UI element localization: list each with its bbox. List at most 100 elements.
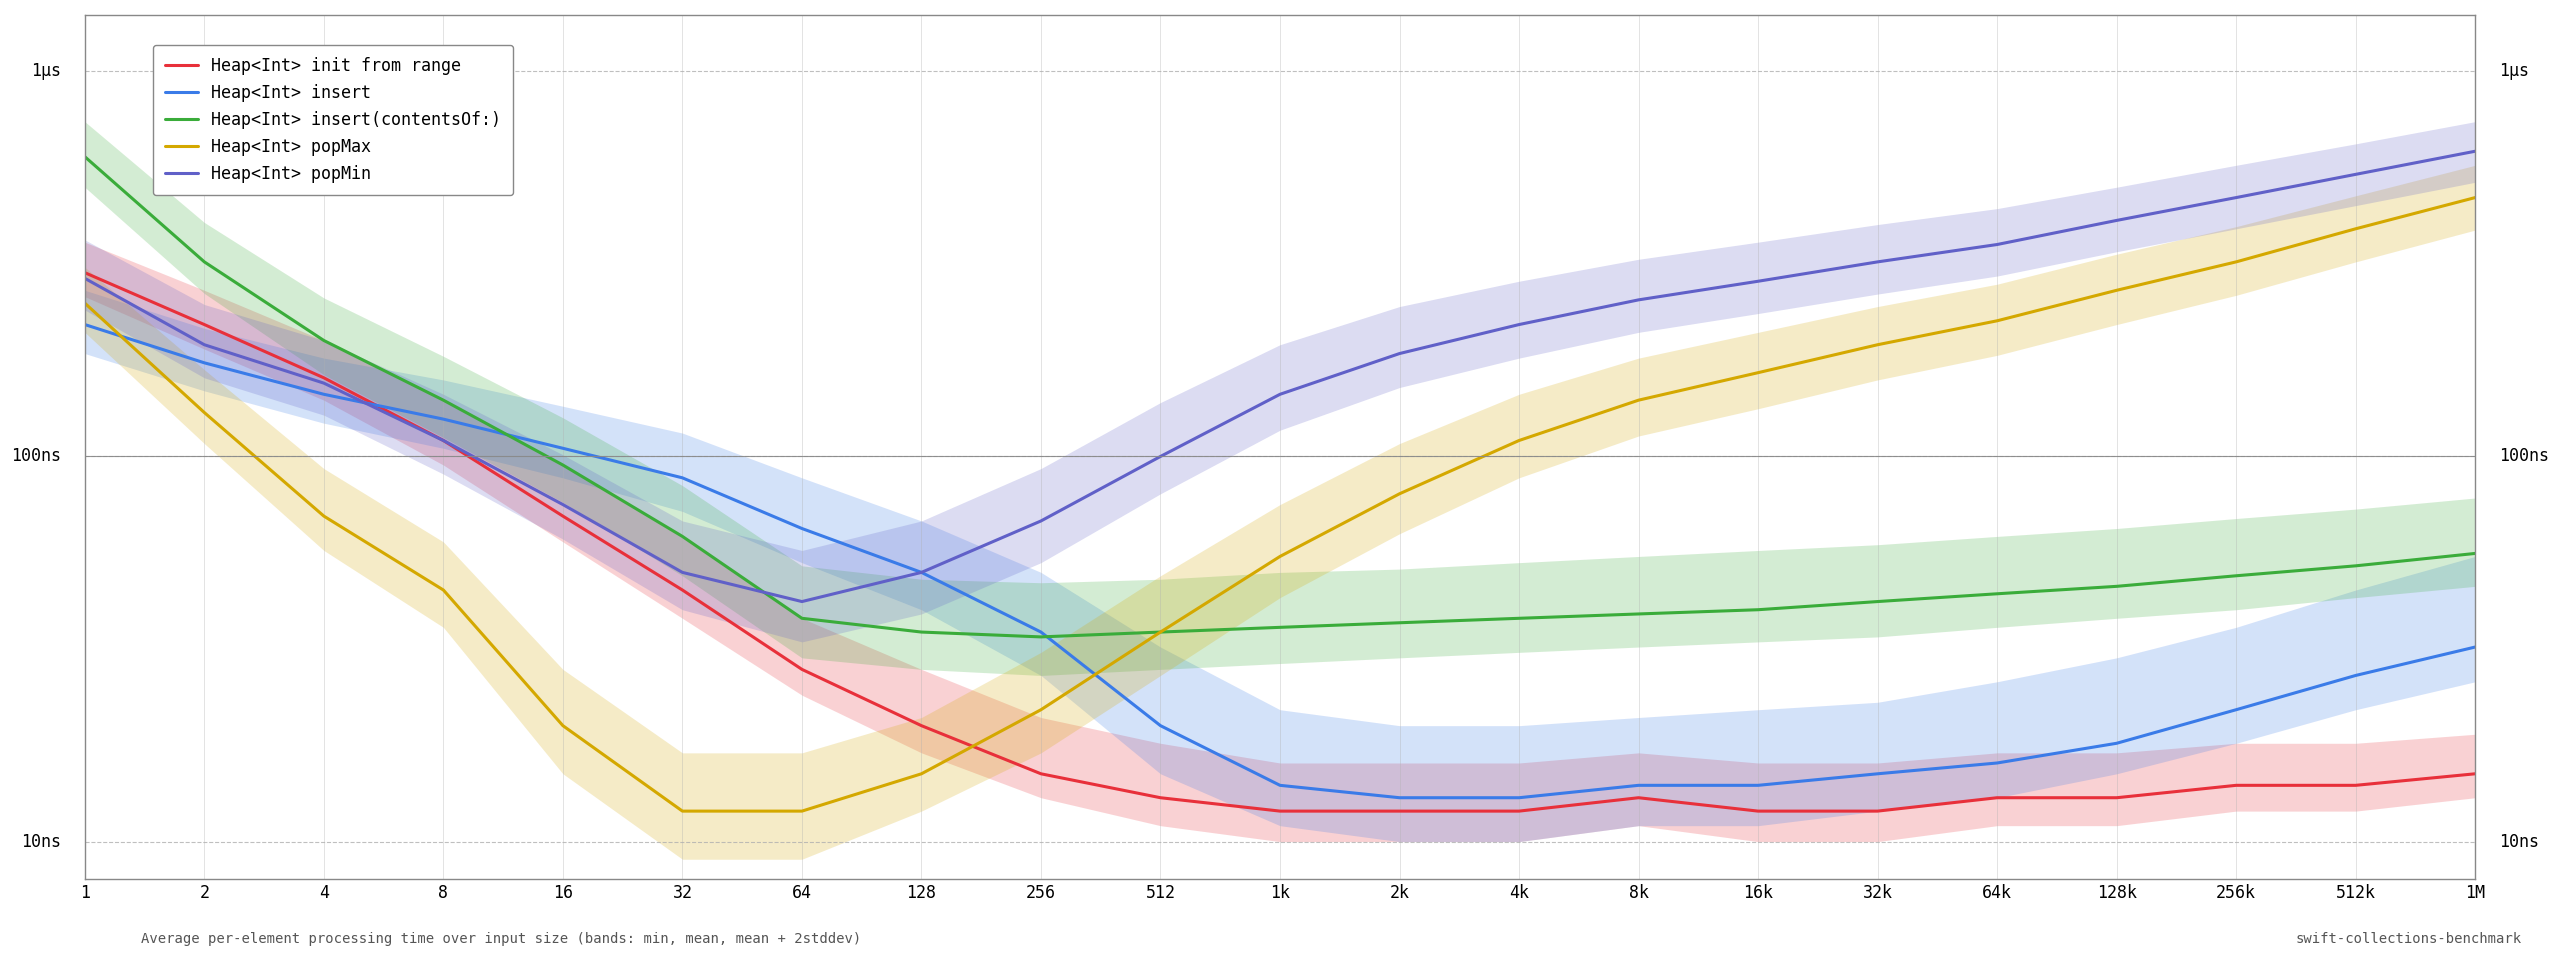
Heap<Int> popMin bbox=[1027, 516, 1057, 527]
Heap<Int> popMin bbox=[2340, 169, 2371, 180]
Heap<Int> insert(contentsOf:) bbox=[69, 151, 100, 162]
Heap<Int> popMax bbox=[69, 298, 100, 309]
Heap<Int> init from range bbox=[1861, 805, 1892, 817]
Heap<Int> popMax bbox=[2340, 223, 2371, 234]
Heap<Int> insert(contentsOf:) bbox=[1503, 612, 1533, 624]
Heap<Int> popMin bbox=[69, 273, 100, 284]
Heap<Int> insert bbox=[786, 523, 817, 535]
Heap<Int> popMin bbox=[1503, 319, 1533, 330]
Heap<Int> insert(contentsOf:) bbox=[2340, 560, 2371, 571]
Heap<Int> insert(contentsOf:) bbox=[1743, 604, 1774, 615]
Heap<Int> insert bbox=[1265, 780, 1295, 791]
Text: 1μs: 1μs bbox=[31, 62, 61, 81]
Heap<Int> init from range bbox=[2340, 780, 2371, 791]
Heap<Int> popMin bbox=[1981, 239, 2012, 251]
Heap<Int> insert(contentsOf:) bbox=[2220, 570, 2250, 582]
Heap<Int> popMin bbox=[1861, 256, 1892, 268]
Heap<Int> init from range bbox=[1743, 805, 1774, 817]
Heap<Int> init from range bbox=[2220, 780, 2250, 791]
Heap<Int> insert bbox=[1144, 720, 1175, 732]
Heap<Int> insert bbox=[1027, 626, 1057, 637]
Heap<Int> insert(contentsOf:) bbox=[1265, 621, 1295, 633]
Text: 100ns: 100ns bbox=[10, 447, 61, 466]
Heap<Int> popMin bbox=[548, 499, 579, 511]
Heap<Int> popMin bbox=[1623, 294, 1654, 305]
Heap<Int> insert(contentsOf:) bbox=[1623, 609, 1654, 620]
Heap<Int> insert bbox=[1743, 780, 1774, 791]
Legend: Heap<Int> init from range, Heap<Int> insert, Heap<Int> insert(contentsOf:), Heap: Heap<Int> init from range, Heap<Int> ins… bbox=[154, 45, 512, 195]
Heap<Int> popMax bbox=[189, 407, 220, 419]
Text: 100ns: 100ns bbox=[2499, 447, 2550, 466]
Heap<Int> insert bbox=[69, 319, 100, 330]
Heap<Int> init from range bbox=[1027, 768, 1057, 780]
Heap<Int> popMin bbox=[1144, 450, 1175, 462]
Text: 10ns: 10ns bbox=[2499, 832, 2540, 851]
Heap<Int> popMin bbox=[786, 596, 817, 608]
Heap<Int> init from range bbox=[69, 267, 100, 278]
Heap<Int> popMin bbox=[189, 339, 220, 350]
Heap<Int> insert bbox=[1861, 768, 1892, 780]
Heap<Int> insert bbox=[668, 472, 699, 484]
Line: Heap<Int> insert: Heap<Int> insert bbox=[84, 324, 2476, 798]
Heap<Int> init from range bbox=[428, 435, 458, 446]
Heap<Int> popMin bbox=[2460, 146, 2491, 157]
Heap<Int> insert(contentsOf:) bbox=[2460, 547, 2491, 559]
Text: Average per-element processing time over input size (bands: min, mean, mean + 2s: Average per-element processing time over… bbox=[141, 931, 860, 946]
Heap<Int> init from range bbox=[1623, 792, 1654, 804]
Heap<Int> init from range bbox=[1981, 792, 2012, 804]
Heap<Int> init from range bbox=[310, 372, 340, 384]
Heap<Int> popMin bbox=[428, 435, 458, 446]
Heap<Int> init from range bbox=[1503, 805, 1533, 817]
Text: 1μs: 1μs bbox=[2499, 62, 2529, 81]
Line: Heap<Int> insert(contentsOf:): Heap<Int> insert(contentsOf:) bbox=[84, 156, 2476, 636]
Heap<Int> popMin bbox=[668, 566, 699, 578]
Heap<Int> init from range bbox=[668, 585, 699, 596]
Heap<Int> insert(contentsOf:) bbox=[1027, 631, 1057, 642]
Heap<Int> popMax bbox=[1861, 339, 1892, 350]
Heap<Int> popMax bbox=[2102, 284, 2132, 296]
Heap<Int> insert bbox=[189, 357, 220, 369]
Heap<Int> insert bbox=[2102, 737, 2132, 749]
Heap<Int> insert(contentsOf:) bbox=[1861, 596, 1892, 608]
Heap<Int> popMin bbox=[2102, 215, 2132, 227]
Heap<Int> init from range bbox=[906, 720, 937, 732]
Heap<Int> init from range bbox=[189, 319, 220, 330]
Heap<Int> popMax bbox=[1385, 488, 1416, 499]
Heap<Int> insert bbox=[1623, 780, 1654, 791]
Line: Heap<Int> init from range: Heap<Int> init from range bbox=[84, 273, 2476, 811]
Heap<Int> popMax bbox=[548, 720, 579, 732]
Heap<Int> insert bbox=[1503, 792, 1533, 804]
Heap<Int> popMax bbox=[1981, 315, 2012, 326]
Heap<Int> popMax bbox=[786, 805, 817, 817]
Heap<Int> insert bbox=[906, 566, 937, 578]
Heap<Int> insert bbox=[1981, 757, 2012, 769]
Heap<Int> popMax bbox=[1027, 704, 1057, 715]
Heap<Int> popMin bbox=[1743, 276, 1774, 287]
Line: Heap<Int> popMin: Heap<Int> popMin bbox=[84, 152, 2476, 602]
Text: 10ns: 10ns bbox=[20, 832, 61, 851]
Heap<Int> insert(contentsOf:) bbox=[548, 459, 579, 470]
Heap<Int> popMax bbox=[1265, 551, 1295, 563]
Heap<Int> popMin bbox=[1265, 389, 1295, 400]
Heap<Int> insert(contentsOf:) bbox=[1981, 588, 2012, 600]
Heap<Int> insert(contentsOf:) bbox=[1385, 617, 1416, 629]
Text: swift-collections-benchmark: swift-collections-benchmark bbox=[2296, 931, 2522, 946]
Heap<Int> init from range bbox=[1265, 805, 1295, 817]
Heap<Int> insert(contentsOf:) bbox=[189, 256, 220, 268]
Heap<Int> insert(contentsOf:) bbox=[906, 626, 937, 637]
Heap<Int> popMax bbox=[428, 585, 458, 596]
Heap<Int> popMin bbox=[2220, 192, 2250, 204]
Heap<Int> init from range bbox=[2102, 792, 2132, 804]
Heap<Int> popMin bbox=[906, 566, 937, 578]
Heap<Int> init from range bbox=[786, 663, 817, 675]
Heap<Int> insert bbox=[548, 443, 579, 454]
Line: Heap<Int> popMax: Heap<Int> popMax bbox=[84, 198, 2476, 811]
Heap<Int> insert bbox=[1385, 792, 1416, 804]
Heap<Int> insert(contentsOf:) bbox=[2102, 581, 2132, 592]
Heap<Int> insert bbox=[2340, 670, 2371, 682]
Heap<Int> popMax bbox=[668, 805, 699, 817]
Heap<Int> insert(contentsOf:) bbox=[786, 612, 817, 624]
Heap<Int> insert bbox=[310, 389, 340, 400]
Heap<Int> popMax bbox=[1623, 395, 1654, 406]
Heap<Int> init from range bbox=[548, 511, 579, 522]
